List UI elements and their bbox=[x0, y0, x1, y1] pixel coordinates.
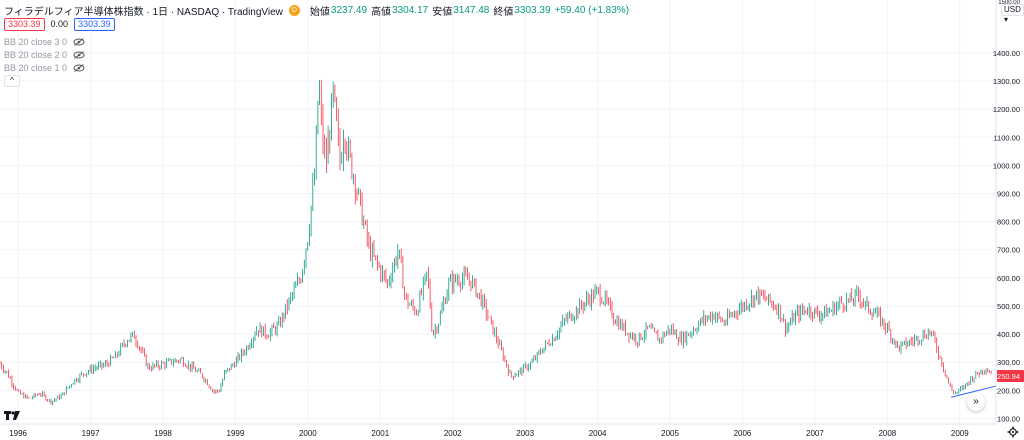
chart-grid bbox=[0, 0, 996, 424]
indicator-bb-1[interactable]: BB 20 close 1 0 bbox=[4, 62, 85, 74]
low-label: 安値 bbox=[432, 6, 453, 18]
last-price-label: 250.94 bbox=[997, 372, 1020, 381]
currency-selector[interactable]: USD ▾ bbox=[1001, 4, 1024, 24]
last-price-tag bbox=[997, 369, 1024, 382]
time-tick-label: 1999 bbox=[227, 429, 245, 438]
time-tick-label: 2000 bbox=[299, 429, 317, 438]
price-tick-label: 900.00 bbox=[997, 189, 1020, 198]
spread-value: 0.00 bbox=[50, 19, 69, 29]
price-tick-label: 1400.00 bbox=[993, 49, 1020, 58]
price-tick-label: 1200.00 bbox=[993, 105, 1020, 114]
price-tick-label: 100.00 bbox=[997, 414, 1020, 423]
eye-crossed-icon[interactable] bbox=[73, 38, 85, 46]
time-tick-label: 2007 bbox=[806, 429, 824, 438]
open-value: 3237.49 bbox=[330, 4, 368, 16]
close-value: 3303.39 bbox=[514, 4, 551, 16]
time-tick-label: 1997 bbox=[82, 429, 100, 438]
tradingview-logo-icon[interactable] bbox=[4, 409, 20, 421]
indicator-bb-2[interactable]: BB 20 close 2 0 bbox=[4, 49, 85, 61]
price-tick-label: 500.00 bbox=[997, 302, 1020, 311]
price-tick-label: 300.00 bbox=[997, 358, 1020, 367]
time-tick-label: 1996 bbox=[9, 429, 27, 438]
price-tick-label: 600.00 bbox=[997, 274, 1020, 283]
price-axis[interactable]: 1500.00 100.00 200.00 300.00 400.00 500.00 600… bbox=[993, 0, 1024, 440]
price-axis-background bbox=[996, 0, 1024, 440]
price-tick-label: 1000.00 bbox=[993, 161, 1020, 170]
indicator-bb-3[interactable]: BB 20 close 3 0 bbox=[4, 36, 85, 48]
chart-legend-header: フィラデルフィア半導体株指数 · 1日 · NASDAQ · TradingVi… bbox=[4, 3, 630, 18]
price-tick-label-top: 1500.00 bbox=[998, 0, 1020, 6]
time-tick-label: 2001 bbox=[371, 429, 389, 438]
time-tick-label: 2009 bbox=[951, 429, 969, 438]
indicator-label: BB 20 close 3 0 bbox=[4, 37, 68, 47]
scroll-to-realtime-icon[interactable]: » bbox=[967, 393, 985, 411]
high-value: 3304.17 bbox=[392, 4, 429, 16]
time-tick-label: 2002 bbox=[444, 429, 462, 438]
sell-button[interactable]: 3303.39 bbox=[4, 17, 45, 31]
price-tick-label: 700.00 bbox=[997, 246, 1020, 255]
time-tick-label: 2005 bbox=[661, 429, 679, 438]
close-label: 終値 bbox=[493, 6, 514, 18]
candlestick-series bbox=[0, 79, 992, 406]
time-tick-label: 1998 bbox=[154, 429, 172, 438]
price-tick-label: 400.00 bbox=[997, 330, 1020, 339]
collapse-legend-button[interactable]: ^ bbox=[4, 75, 20, 87]
high-label: 高値 bbox=[371, 6, 392, 18]
time-axis[interactable]: 1996 1997 1998 1999 2000 2001 2002 2003 2004 2005… bbox=[0, 423, 996, 438]
indicator-label: BB 20 close 2 0 bbox=[4, 50, 68, 60]
indicator-label: BB 20 close 1 0 bbox=[4, 63, 68, 73]
price-tick-label: 1100.00 bbox=[993, 133, 1020, 142]
eye-crossed-icon[interactable] bbox=[73, 51, 85, 59]
exchange-badge-icon: D bbox=[288, 4, 300, 16]
trade-buttons: 3303.39 0.00 3303.39 bbox=[4, 17, 115, 31]
price-tick-label: 800.00 bbox=[997, 218, 1020, 227]
time-tick-label: 2006 bbox=[734, 429, 752, 438]
gear-icon[interactable] bbox=[1007, 426, 1019, 438]
time-tick-label: 2008 bbox=[878, 429, 896, 438]
symbol-title[interactable]: フィラデルフィア半導体株指数 · 1日 · NASDAQ · TradingVi… bbox=[4, 6, 283, 18]
eye-crossed-icon[interactable] bbox=[73, 64, 85, 72]
price-tick-label: 1300.00 bbox=[993, 77, 1020, 86]
price-tick-label: 200.00 bbox=[997, 386, 1020, 395]
buy-button[interactable]: 3303.39 bbox=[74, 17, 115, 31]
trendline-layer[interactable] bbox=[950, 385, 997, 398]
change-value: +59.40 (+1.83%) bbox=[554, 4, 630, 16]
time-tick-label: 2003 bbox=[516, 429, 534, 438]
time-tick-label: 2004 bbox=[589, 429, 607, 438]
low-value: 3147.48 bbox=[453, 4, 490, 16]
open-label: 始値 bbox=[309, 6, 330, 18]
trendline[interactable] bbox=[950, 385, 997, 398]
